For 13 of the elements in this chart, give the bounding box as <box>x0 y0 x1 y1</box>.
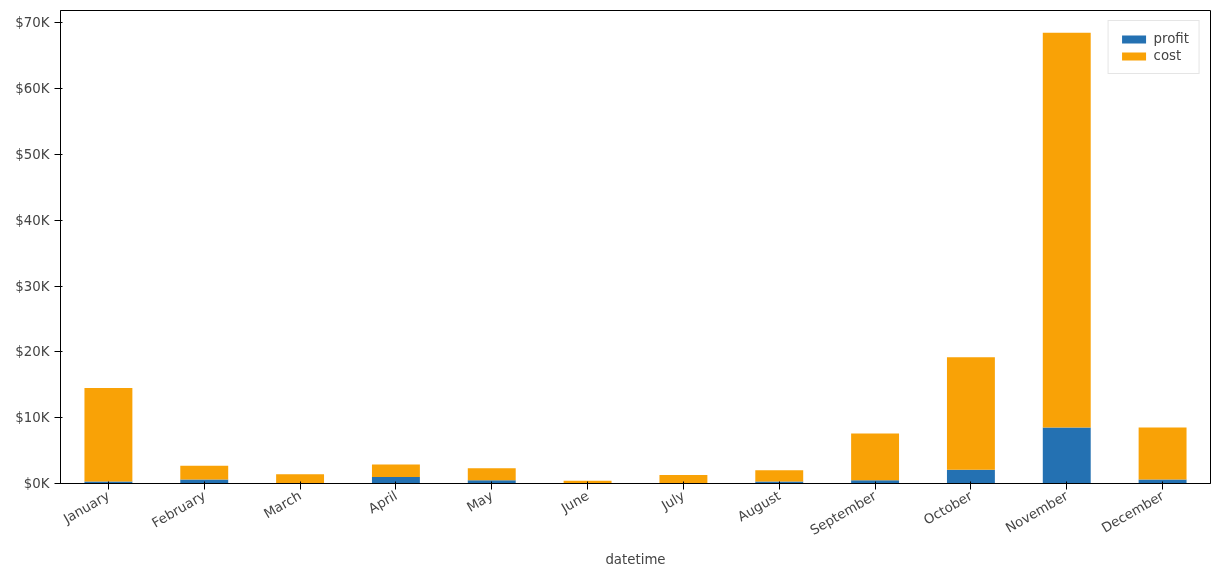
legend-label: cost <box>1153 48 1182 63</box>
legend-label: profit <box>1153 31 1189 46</box>
y-tick-label: $30K <box>15 278 51 294</box>
y-tick-label: $50K <box>15 147 51 163</box>
y-tick-label: $60K <box>15 81 51 97</box>
x-axis-title: datetime <box>605 552 666 568</box>
x-tick-label: July <box>658 487 688 514</box>
y-tick-label: $40K <box>15 212 51 228</box>
y-tick-label: $10K <box>15 410 51 426</box>
x-tick-label: May <box>464 487 496 515</box>
y-tick-label: $0K <box>23 476 51 491</box>
y-tick-label: $20K <box>15 344 51 360</box>
y-tick-label: $70K <box>15 15 51 31</box>
